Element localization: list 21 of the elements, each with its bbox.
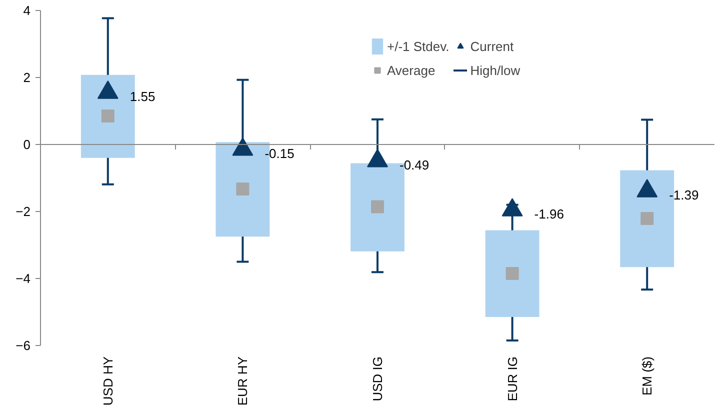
x-tick-label: USD HY <box>100 356 116 406</box>
y-tick-label: −6 <box>16 338 31 353</box>
data-label: 1.55 <box>130 89 156 104</box>
data-label: -0.15 <box>264 146 294 162</box>
y-tick-label: −2 <box>16 204 31 219</box>
data-label: -1.39 <box>669 188 699 203</box>
x-tick-label: USD IG <box>370 356 385 402</box>
x-tick-label: EM ($) <box>640 356 655 396</box>
data-label: -1.96 <box>534 206 564 222</box>
data-label: -0.49 <box>400 157 430 172</box>
legend-label: +/-1 Stdev. <box>387 38 450 54</box>
y-tick-label: 4 <box>23 3 31 18</box>
x-tick-label: EUR HY <box>235 356 250 406</box>
y-tick-label: −4 <box>16 271 31 286</box>
legend-label: Current <box>470 38 514 54</box>
y-tick-label: 2 <box>23 70 31 85</box>
bar <box>485 230 540 318</box>
annotation: High/low <box>470 62 520 78</box>
y-tick-label: 0 <box>23 137 31 152</box>
legend-label: Average <box>387 62 436 78</box>
x-tick-label: EUR IG <box>504 356 520 402</box>
